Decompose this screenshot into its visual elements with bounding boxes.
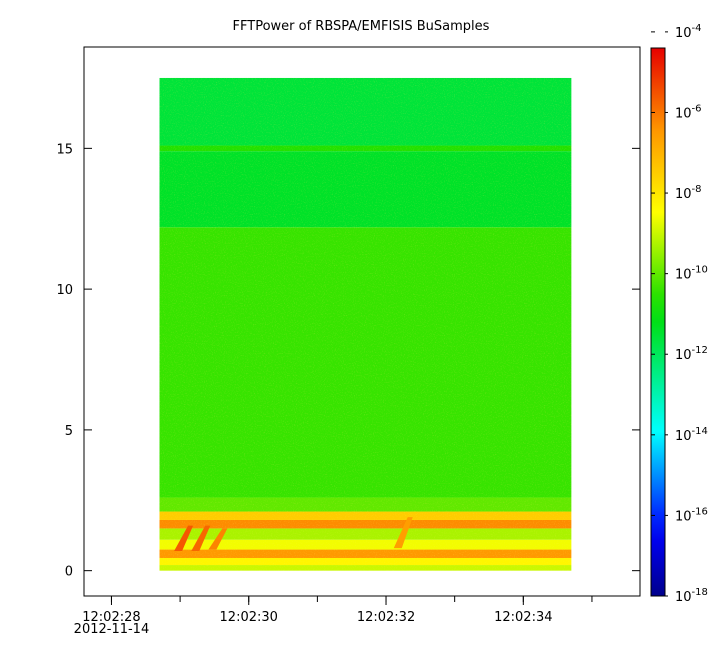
colorbar-tick-label: 10-8 xyxy=(675,184,702,202)
colorbar-tick-label: 10-14 xyxy=(675,426,708,444)
colorbar-tick-label: 10-4 xyxy=(675,23,702,41)
y-tick-label: 15 xyxy=(56,142,73,157)
x-tick-date-label: 2012-11-14 xyxy=(74,622,150,637)
colorbar-tick-label: 10-16 xyxy=(675,506,708,524)
emission-burst-2 xyxy=(208,528,228,550)
colorbar xyxy=(650,47,666,597)
colorbar-tick-label: 10-18 xyxy=(675,587,708,605)
colorbar-axis: 10-4 10-6 10-8 10-10 10-12 10-14 10-16 10-18 xyxy=(651,23,708,605)
emission-burst-1 xyxy=(191,525,211,551)
spectrogram-noise xyxy=(159,77,572,571)
x-tick-label: 12:02:28 xyxy=(82,610,140,625)
chart-title: FFTPower of RBSPA/EMFISIS BuSamples xyxy=(233,19,490,34)
colorbar-tick-label: 10-6 xyxy=(675,103,702,121)
emission-burst-3 xyxy=(393,517,413,549)
x-tick-label: 12:02:34 xyxy=(494,610,552,625)
y-tick-label: 10 xyxy=(56,283,73,298)
emission-burst-0 xyxy=(174,525,194,551)
x-tick-label: 12:02:32 xyxy=(357,610,415,625)
y-axis: 0 5 10 15 xyxy=(56,142,640,580)
spectrogram-image xyxy=(159,77,572,571)
y-tick-label: 5 xyxy=(65,424,73,439)
colorbar-tick-label: 10-12 xyxy=(675,345,708,363)
colorbar-tick-label: 10-10 xyxy=(675,265,708,283)
y-tick-label: 0 xyxy=(65,565,73,580)
x-tick-label: 12:02:30 xyxy=(220,610,278,625)
